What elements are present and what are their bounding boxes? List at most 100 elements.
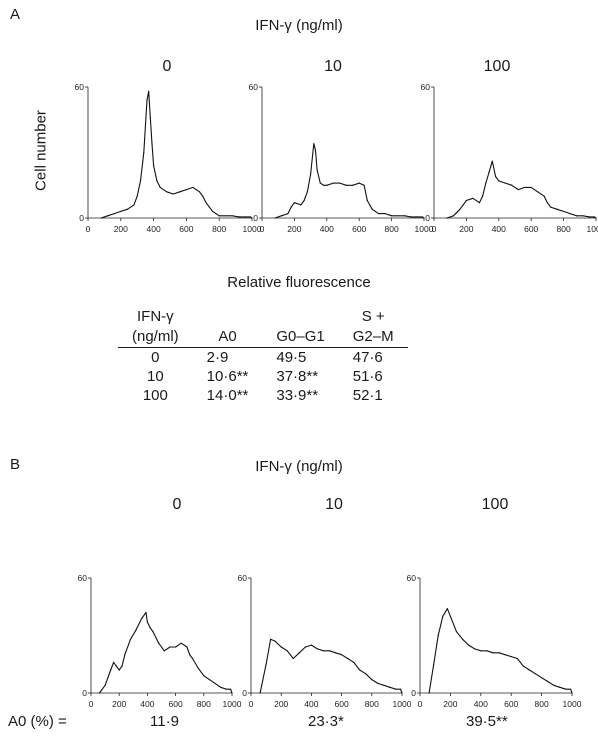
table-header-a0-top (193, 307, 263, 327)
x-tick-label: 600 (169, 699, 183, 709)
data-point (446, 217, 448, 219)
data-point (543, 195, 545, 197)
data-point (198, 191, 201, 193)
data-point (163, 650, 165, 652)
x-tick-label: 800 (365, 699, 379, 709)
x-tick-label: 1000 (587, 224, 598, 234)
data-point (468, 644, 470, 646)
histogram-line (259, 638, 403, 694)
data-point (156, 180, 158, 182)
data-point (143, 151, 145, 154)
data-point (353, 661, 355, 663)
data-point (366, 199, 368, 202)
data-point (169, 646, 171, 648)
panel-a-dose-100: 100 (483, 58, 511, 75)
data-point (593, 216, 595, 218)
table-cell: 33·9** (276, 387, 319, 404)
y-tick-label: 0 (411, 688, 416, 698)
data-point (588, 216, 591, 218)
data-point (511, 184, 513, 186)
data-point (303, 199, 305, 202)
data-point (129, 638, 132, 640)
a0-label: A0 (%) = (8, 713, 67, 730)
cell-cycle-table: IFN-γ S + (ng/ml) A0 G0–G1 G2–M 0 2·9 49… (118, 307, 408, 405)
data-point (491, 160, 493, 162)
a0-value-10: 23·3* (308, 713, 344, 730)
data-point (183, 644, 185, 646)
data-point (124, 654, 126, 656)
data-point (363, 184, 365, 186)
data-point (220, 686, 222, 688)
data-point (334, 652, 337, 654)
panel-a-dose-10: 10 (324, 58, 342, 75)
data-point (410, 216, 412, 218)
data-point (482, 195, 484, 197)
data-point (449, 615, 451, 617)
data-point (465, 199, 467, 202)
histogram-line (428, 608, 573, 694)
x-tick-label: 400 (474, 699, 488, 709)
data-point (159, 186, 161, 189)
data-point (270, 638, 272, 640)
data-point (112, 661, 115, 663)
x-tick-label: 1000 (223, 699, 242, 709)
data-point (121, 665, 123, 667)
x-tick-label: 0 (249, 699, 254, 709)
y-tick-label: 60 (78, 573, 88, 583)
data-point (547, 680, 549, 683)
data-point (569, 213, 571, 215)
data-point (208, 206, 210, 208)
data-point (126, 208, 128, 210)
table-header-ngml: (ng/ml) (118, 327, 193, 348)
data-point (118, 669, 120, 671)
data-point (416, 216, 419, 218)
data-point (286, 650, 288, 652)
data-point (292, 657, 294, 660)
data-point (186, 646, 188, 648)
y-tick-label: 0 (82, 688, 87, 698)
x-tick-label: 200 (274, 699, 288, 709)
data-point (452, 215, 455, 217)
data-point (146, 99, 148, 101)
data-point (148, 90, 150, 92)
data-point (395, 688, 397, 690)
data-point (244, 216, 247, 218)
data-point (328, 650, 331, 652)
x-tick-label: 800 (557, 224, 571, 234)
panel-b-dose-10: 10 (325, 496, 343, 513)
x-tick-label: 600 (524, 224, 538, 234)
data-point (524, 186, 526, 189)
data-point (347, 657, 349, 660)
data-point (571, 692, 573, 694)
x-tick-label: 800 (535, 699, 549, 709)
data-point (575, 215, 578, 217)
data-point (153, 165, 155, 167)
histogram-line (446, 160, 597, 219)
data-point (517, 189, 519, 191)
data-point (498, 652, 500, 654)
table-cell: 14·0** (206, 387, 249, 404)
data-point (136, 195, 138, 197)
data-point (401, 692, 403, 694)
table-cell: 0 (151, 349, 160, 366)
data-point (274, 640, 276, 642)
data-point (442, 615, 444, 617)
data-point (428, 692, 430, 694)
data-point (530, 186, 532, 189)
data-point (152, 631, 154, 633)
data-point (166, 191, 168, 193)
data-point (553, 684, 555, 686)
data-point (478, 202, 480, 204)
data-point (326, 184, 328, 186)
histogram-line (100, 90, 253, 219)
data-point (378, 213, 380, 215)
data-point (145, 611, 147, 614)
data-point (115, 665, 117, 667)
data-point (492, 652, 494, 654)
x-tick-label: 1000 (563, 699, 582, 709)
table-row: 0 2·9 49·5 47·6 (118, 348, 408, 368)
x-tick-label: 600 (335, 699, 349, 709)
